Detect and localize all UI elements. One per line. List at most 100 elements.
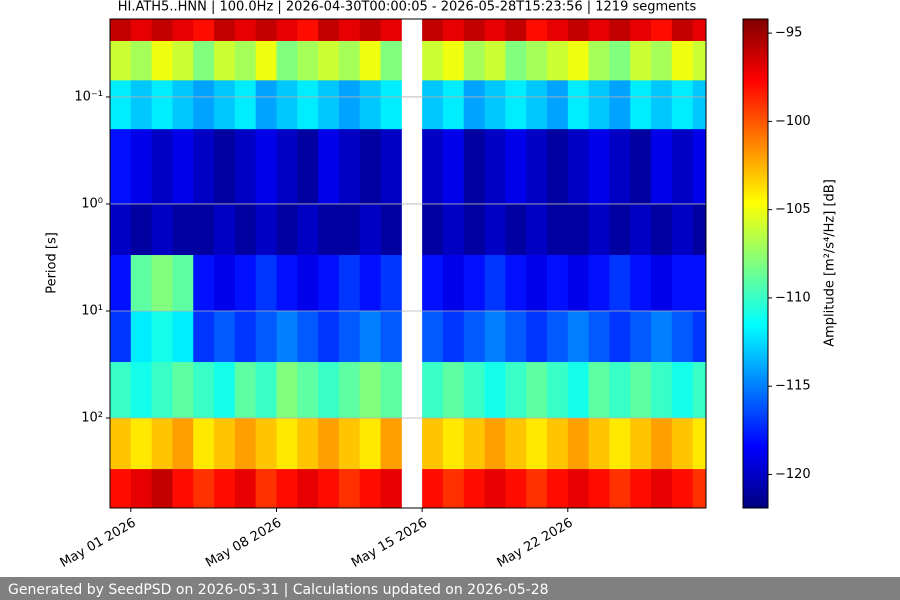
heat-cell <box>671 80 694 130</box>
heat-cell <box>442 362 465 419</box>
footer-bar <box>0 577 900 600</box>
x-tick-label: May 01 2026 <box>58 516 139 571</box>
heat-cell <box>609 418 631 470</box>
heat-cell <box>276 418 298 470</box>
heat-cell <box>609 362 631 419</box>
heat-cell <box>651 469 673 509</box>
heat-cell <box>526 418 548 470</box>
x-tick-label: May 08 2026 <box>203 516 284 571</box>
heat-cell <box>609 310 631 363</box>
heat-cell <box>463 310 486 363</box>
heat-cell <box>130 469 153 509</box>
heat-cell <box>630 40 652 81</box>
heat-cell <box>422 255 444 312</box>
heat-cell <box>463 362 486 419</box>
heat-cell <box>193 255 215 312</box>
heat-cell <box>505 362 527 419</box>
heat-cell <box>318 203 340 256</box>
heat-cell <box>318 255 340 312</box>
heat-cell <box>505 418 527 470</box>
heat-cell <box>422 80 444 130</box>
heat-cell <box>255 80 277 130</box>
heat-cell <box>442 255 465 312</box>
heat-cell <box>692 418 707 470</box>
heat-cell <box>609 255 631 312</box>
heat-cell <box>505 255 527 312</box>
heat-cell <box>318 129 340 205</box>
heat-cell <box>172 469 194 509</box>
heat-cell <box>234 40 257 81</box>
heat-cell <box>110 40 132 81</box>
colorbar-tick-label: −110 <box>775 290 811 305</box>
heat-cell <box>110 80 132 130</box>
plot-frame <box>109 18 707 509</box>
heat-cell <box>588 40 610 81</box>
heat-cell <box>546 418 569 470</box>
heat-cell <box>651 255 673 312</box>
colorbar <box>742 18 769 509</box>
heat-cell <box>338 255 361 312</box>
heat-cell <box>297 203 319 256</box>
heat-cell <box>671 129 694 205</box>
heat-cell <box>505 19 527 42</box>
x-tick-label: May 22 2026 <box>495 516 576 571</box>
heat-cell <box>463 203 486 256</box>
heat-cell <box>630 362 652 419</box>
heat-cell <box>588 80 610 130</box>
heat-cell <box>255 255 277 312</box>
heat-cell <box>255 19 277 42</box>
heat-cell <box>567 19 590 42</box>
heat-cell <box>297 310 319 363</box>
heat-cell <box>193 19 215 42</box>
colorbar-tick-label: −105 <box>775 202 811 217</box>
heat-cell <box>588 255 610 312</box>
heat-cell <box>318 362 340 419</box>
heat-cell <box>234 418 257 470</box>
heat-cell <box>380 40 402 81</box>
heat-cell <box>214 19 236 42</box>
heat-cell <box>442 310 465 363</box>
heat-cell <box>110 362 132 419</box>
heat-cell <box>214 80 236 130</box>
heat-cell <box>484 255 506 312</box>
heat-cell <box>484 19 506 42</box>
heat-cell <box>463 129 486 205</box>
heat-cell <box>338 469 361 509</box>
heat-cell <box>630 80 652 130</box>
heat-cell <box>151 469 173 509</box>
heat-cell <box>151 40 173 81</box>
heat-cell <box>484 129 506 205</box>
heat-cell <box>255 418 277 470</box>
heat-cell <box>297 40 319 81</box>
heat-cell <box>110 203 132 256</box>
heat-cell <box>630 19 652 42</box>
heat-cell <box>276 40 298 81</box>
heat-cell <box>318 40 340 81</box>
heat-cell <box>505 203 527 256</box>
heat-cell <box>255 129 277 205</box>
heat-cell <box>380 203 402 256</box>
colorbar-label: Amplitude [m²/s⁴/Hz] [dB] <box>823 179 838 347</box>
heat-cell <box>692 362 707 419</box>
heat-cell <box>214 255 236 312</box>
heat-cell <box>422 40 444 81</box>
heat-cell <box>234 469 257 509</box>
heat-cell <box>130 203 153 256</box>
heat-cell <box>172 40 194 81</box>
heat-cell <box>359 80 382 130</box>
heat-cell <box>630 418 652 470</box>
heat-cell <box>422 203 444 256</box>
heat-cell <box>234 362 257 419</box>
heat-cell <box>526 40 548 81</box>
heat-cell <box>588 129 610 205</box>
heat-cell <box>151 255 173 312</box>
heat-cell <box>526 19 548 42</box>
heat-cell <box>567 469 590 509</box>
heat-cell <box>172 129 194 205</box>
chart-title: HI.ATH5..HNN | 100.0Hz | 2026-04-30T00:0… <box>118 0 697 15</box>
heat-cell <box>692 40 707 81</box>
heat-cell <box>151 310 173 363</box>
heat-cell <box>110 129 132 205</box>
heat-cell <box>193 418 215 470</box>
heat-cell <box>692 255 707 312</box>
